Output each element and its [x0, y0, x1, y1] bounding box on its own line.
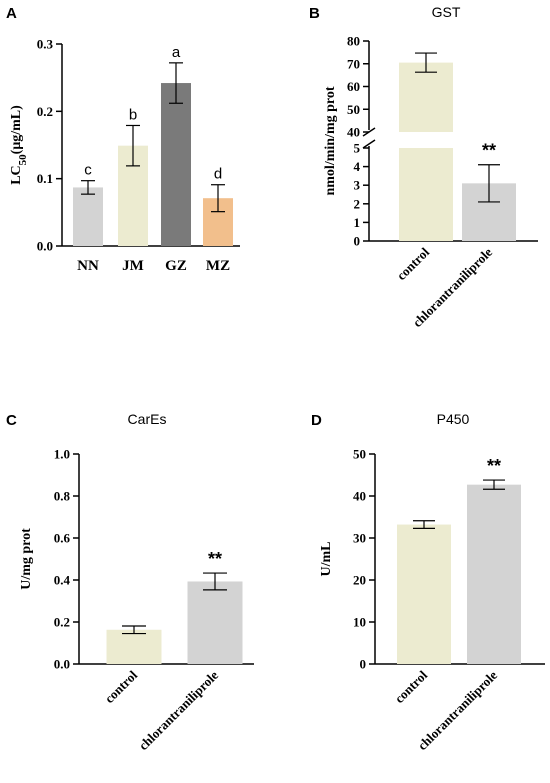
x-tick-label: control	[394, 244, 433, 283]
y-tick-label: 0	[360, 657, 367, 672]
significance-label: **	[208, 549, 222, 569]
panel-c: C CarEs U/mg prot ** 0.00.20.40.60.81.0 …	[6, 411, 254, 753]
panel-b: B GST nmol/min/mg prot ** 0 1 2 3 4 540 50 60 70…	[309, 4, 538, 330]
bar	[73, 187, 103, 246]
x-tick-label: control	[102, 667, 141, 706]
y-tick-label: 0.4	[54, 573, 71, 588]
y-tick-label: 80	[347, 34, 360, 49]
x-tick-label: control	[392, 667, 431, 706]
y-tick-label: 50	[347, 102, 360, 117]
y-tick-label: 10	[353, 615, 366, 630]
chart-title: P450	[437, 411, 470, 427]
significance-label: b	[129, 106, 137, 123]
bar	[399, 148, 453, 241]
panel-letter-d: D	[311, 412, 322, 429]
y-axis-label: nmol/min/mg prot	[323, 86, 338, 195]
chart-title: CarEs	[128, 411, 167, 427]
x-tick-label: GZ	[165, 258, 187, 274]
y-tick-label: 0.8	[54, 489, 71, 504]
x-tick-label: NN	[77, 258, 99, 274]
y-tick-label: 1.0	[54, 447, 70, 462]
y-tick-label: 1	[354, 215, 361, 230]
y-tick-label: 50	[353, 447, 366, 462]
bar	[161, 83, 191, 246]
chart-title: GST	[432, 4, 461, 20]
y-axis-label: U/mL	[319, 542, 334, 577]
y-tick-label: 0	[354, 234, 361, 249]
panel-letter-b: B	[309, 5, 320, 22]
y-tick-label: 0.2	[37, 104, 53, 119]
significance-label: c	[84, 162, 92, 179]
y-tick-label: 3	[354, 178, 361, 193]
y-tick-label: 0.3	[37, 37, 54, 52]
bar	[106, 629, 162, 664]
y-tick-label: 0.6	[54, 531, 71, 546]
x-tick-label: chlorantraniliprole	[136, 667, 222, 753]
panel-a: A LC50(μg/mL) c b a d 0.0 0.1 0.2 0.3 NN JM GZ MZ	[6, 5, 240, 274]
y-tick-label: 0.0	[37, 239, 53, 254]
axis-break-mark	[362, 139, 376, 149]
y-tick-label: 4	[354, 159, 361, 174]
bar	[467, 484, 521, 664]
y-tick-label: 70	[347, 56, 360, 71]
significance-label: d	[214, 166, 222, 183]
y-axis-label: LC50(μg/mL)	[9, 105, 29, 185]
y-tick-label: 20	[353, 573, 366, 588]
x-tick-label: MZ	[206, 258, 230, 274]
significance-label: **	[482, 141, 496, 161]
x-tick-label: JM	[122, 258, 144, 274]
significance-label: a	[172, 44, 181, 61]
y-tick-label: 2	[354, 196, 361, 211]
bar	[399, 62, 453, 132]
panel-letter-a: A	[6, 5, 17, 22]
y-axis-label: U/mg prot	[19, 528, 34, 590]
y-tick-label: 60	[347, 79, 360, 94]
y-tick-label: 0.2	[54, 615, 70, 630]
bar	[187, 581, 243, 664]
y-tick-label: 40	[347, 125, 360, 140]
significance-label: **	[487, 456, 501, 476]
panel-letter-c: C	[6, 412, 17, 429]
bar	[397, 524, 451, 664]
y-tick-label: 30	[353, 531, 366, 546]
y-tick-label: 5	[354, 141, 361, 156]
y-tick-label: 0.0	[54, 657, 70, 672]
y-tick-label: 40	[353, 489, 366, 504]
y-tick-label: 0.1	[37, 171, 53, 186]
